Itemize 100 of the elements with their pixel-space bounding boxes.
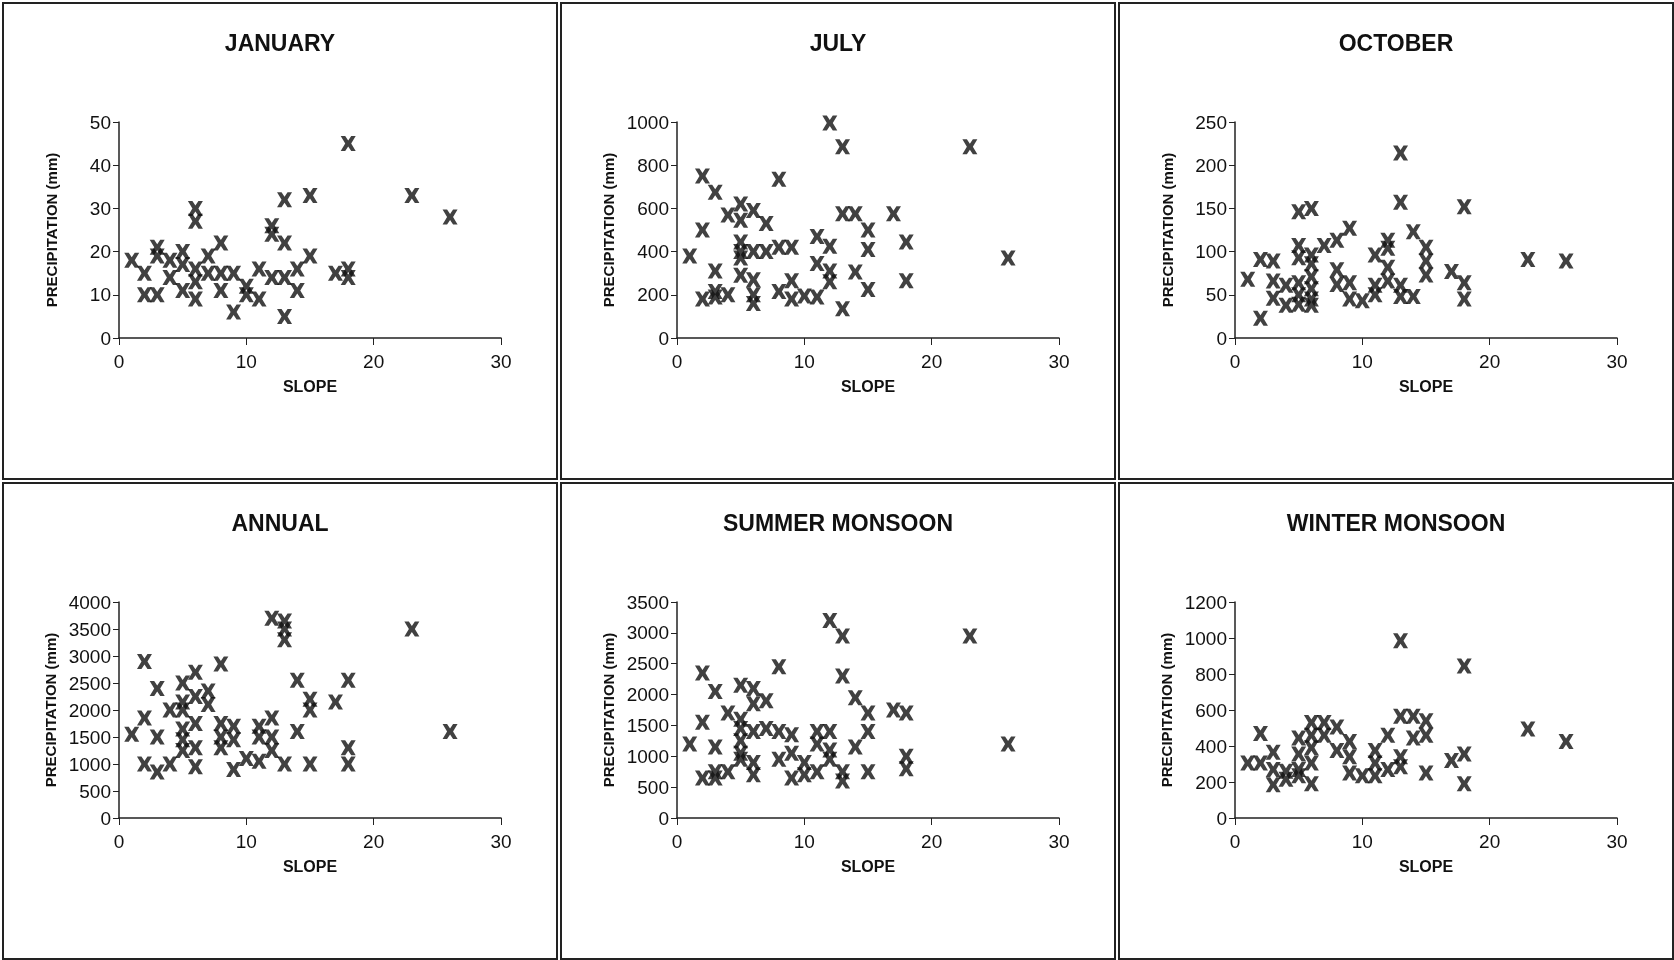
x-tick-label: 10 <box>1351 351 1373 372</box>
point <box>1342 734 1358 749</box>
point <box>1329 743 1345 758</box>
point <box>707 739 723 755</box>
point <box>809 255 825 271</box>
point <box>213 716 229 731</box>
point <box>707 289 723 305</box>
chart-title: JULY <box>809 29 867 56</box>
point <box>835 628 851 644</box>
point <box>226 732 242 748</box>
x-tick-label: 30 <box>490 831 512 852</box>
x-tick-label: 30 <box>1048 831 1070 852</box>
point <box>860 705 876 721</box>
point <box>1342 220 1358 236</box>
x-tick-label: 20 <box>921 831 943 852</box>
point <box>187 664 203 680</box>
x-tick-label: 20 <box>363 351 385 372</box>
point <box>771 239 787 255</box>
point <box>809 289 825 305</box>
point <box>289 672 305 688</box>
y-tick-label: 800 <box>1195 663 1227 685</box>
point <box>1380 727 1396 743</box>
point <box>1303 740 1319 756</box>
point <box>1278 771 1294 787</box>
point <box>302 187 318 203</box>
chart-title: ANNUAL <box>231 509 329 536</box>
point <box>758 721 774 737</box>
point <box>771 751 787 767</box>
point <box>200 697 216 713</box>
y-tick-label: 2500 <box>68 672 111 694</box>
point <box>898 234 914 250</box>
y-tick-label: 400 <box>637 241 669 263</box>
point <box>1380 273 1396 289</box>
point <box>136 653 152 669</box>
point <box>962 139 978 155</box>
point <box>289 724 305 740</box>
point <box>251 753 267 769</box>
point <box>1265 744 1281 760</box>
point <box>733 267 749 283</box>
point <box>771 659 787 675</box>
y-tick-label: 3000 <box>626 622 669 644</box>
y-tick-label: 1500 <box>626 714 669 736</box>
x-tick-label: 20 <box>921 351 943 372</box>
point <box>136 710 152 726</box>
point <box>1393 194 1409 210</box>
point <box>277 632 293 648</box>
y-tick-label: 0 <box>100 327 111 349</box>
y-tick-label: 200 <box>1195 771 1227 793</box>
x-axis-title: SLOPE <box>282 377 338 395</box>
x-axis-title: SLOPE <box>1398 857 1454 875</box>
point <box>847 206 863 222</box>
chart-title: OCTOBER <box>1338 29 1454 56</box>
point <box>162 270 178 286</box>
point <box>771 724 787 740</box>
point <box>796 767 812 783</box>
point <box>302 248 318 264</box>
point <box>1558 734 1574 749</box>
point <box>847 690 863 706</box>
point <box>1405 289 1421 305</box>
point <box>822 751 838 767</box>
point <box>720 207 736 223</box>
y-tick-label: 3500 <box>68 618 111 640</box>
y-axis-title: PRECIPITATION (mm) <box>1159 152 1176 308</box>
point <box>733 677 749 693</box>
point <box>1291 746 1307 762</box>
x-tick-label: 20 <box>363 831 385 852</box>
point <box>1252 755 1268 771</box>
point <box>175 675 191 691</box>
point <box>149 680 165 696</box>
point <box>745 696 761 712</box>
point <box>860 281 876 297</box>
point <box>1252 310 1268 326</box>
point <box>1329 276 1345 292</box>
point <box>200 265 216 281</box>
y-tick-label: 1200 <box>1184 591 1227 613</box>
point <box>1456 291 1472 307</box>
y-tick-label: 1000 <box>1184 627 1227 649</box>
point <box>694 222 710 238</box>
x-tick-label: 30 <box>1606 831 1628 852</box>
point <box>264 710 280 726</box>
point <box>327 694 343 710</box>
point <box>404 187 420 203</box>
point <box>277 270 293 286</box>
point <box>860 241 876 257</box>
point <box>1252 725 1268 741</box>
y-tick-label: 600 <box>1195 699 1227 721</box>
point <box>277 235 293 251</box>
point <box>1303 297 1319 313</box>
point <box>745 295 761 311</box>
x-tick-label: 0 <box>671 831 683 852</box>
point <box>1354 768 1370 784</box>
point <box>1393 145 1409 161</box>
x-tick-label: 10 <box>235 831 257 852</box>
x-axis-title: SLOPE <box>1398 377 1454 395</box>
point <box>340 270 356 286</box>
x-tick-label: 30 <box>1048 351 1070 372</box>
point <box>745 680 761 696</box>
point <box>1456 199 1472 215</box>
y-tick-label: 1000 <box>68 753 111 775</box>
x-tick-label: 0 <box>113 351 125 372</box>
